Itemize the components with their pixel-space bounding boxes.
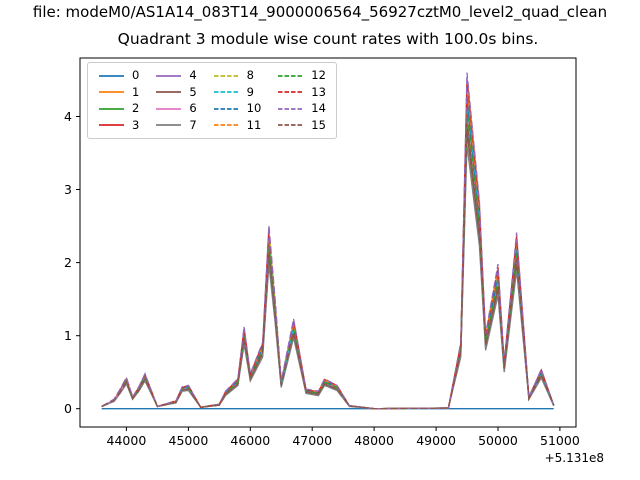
legend-line-sample <box>213 107 239 110</box>
legend-item-8: 8 <box>213 68 262 82</box>
legend-item-2: 2 <box>98 101 140 115</box>
legend-item-4: 4 <box>155 68 197 82</box>
x-tick-label: 49000 <box>416 433 456 448</box>
legend-item-3: 3 <box>98 117 140 132</box>
legend-label: 5 <box>189 84 197 99</box>
legend-label: 6 <box>189 101 197 115</box>
legend-line-sample <box>156 91 182 94</box>
legend-label: 10 <box>246 101 262 115</box>
y-tick-label: 2 <box>64 255 72 270</box>
series-line-6 <box>101 106 555 410</box>
series-line-7 <box>101 144 555 410</box>
x-axis-offset-label: +5.131e8 <box>544 451 604 465</box>
plot-border <box>79 57 577 428</box>
y-tick-label: 4 <box>64 109 72 124</box>
legend-label: 0 <box>132 68 140 82</box>
legend-item-13: 13 <box>277 84 326 99</box>
legend-line-sample <box>278 107 304 110</box>
y-tick-label: 0 <box>64 401 72 416</box>
legend-item-10: 10 <box>213 101 262 115</box>
x-tick-label: 48000 <box>354 433 394 448</box>
legend-item-7: 7 <box>155 117 197 132</box>
legend-line-sample <box>156 74 182 77</box>
legend-item-9: 9 <box>213 84 262 99</box>
legend-item-15: 15 <box>277 117 326 132</box>
legend: 0 1 2 3 4 5 6 7 8 9 10 11 12 13 14 15 <box>87 62 337 139</box>
y-tick-label: 1 <box>64 328 72 343</box>
series-line-9 <box>101 101 555 410</box>
legend-line-sample <box>278 74 304 77</box>
series-line-1 <box>101 116 555 410</box>
series-line-12 <box>101 109 555 410</box>
legend-label: 1 <box>132 84 140 99</box>
legend-item-11: 11 <box>213 117 262 132</box>
legend-line-sample <box>213 91 239 94</box>
legend-label: 2 <box>132 101 140 115</box>
legend-line-sample <box>99 74 124 77</box>
x-tick-label: 46000 <box>230 433 270 448</box>
series-line-15 <box>101 122 555 410</box>
legend-label: 7 <box>189 117 197 132</box>
legend-label: 9 <box>246 84 254 99</box>
legend-line-sample <box>99 91 124 94</box>
y-tick-label: 3 <box>64 182 72 197</box>
legend-item-5: 5 <box>155 84 197 99</box>
legend-item-1: 1 <box>98 84 140 99</box>
x-tick-label: 51000 <box>540 433 580 448</box>
legend-label: 3 <box>132 117 140 132</box>
legend-item-6: 6 <box>155 101 197 115</box>
legend-line-sample <box>278 91 304 94</box>
x-tick-label: 45000 <box>169 433 209 448</box>
legend-item-12: 12 <box>277 68 326 82</box>
legend-label: 4 <box>189 68 197 82</box>
legend-line-sample <box>156 107 182 110</box>
legend-line-sample <box>278 124 304 127</box>
legend-label: 14 <box>311 101 326 115</box>
series-line-2 <box>101 94 555 410</box>
series-line-10 <box>101 97 555 410</box>
legend-label: 15 <box>311 117 326 132</box>
series-line-14 <box>101 72 555 410</box>
legend-item-0: 0 <box>98 68 140 82</box>
legend-item-14: 14 <box>277 101 326 115</box>
series-line-5 <box>101 132 555 410</box>
x-tick-label: 47000 <box>292 433 332 448</box>
legend-line-sample <box>156 124 182 127</box>
legend-line-sample <box>99 124 124 127</box>
file-path-title: file: modeM0/AS1A14_083T14_9000006564_56… <box>32 3 608 21</box>
legend-line-sample <box>99 107 124 110</box>
legend-label: 13 <box>311 84 326 99</box>
legend-line-sample <box>213 74 239 77</box>
legend-label: 11 <box>246 117 262 132</box>
series-line-4 <box>101 125 555 410</box>
legend-label: 8 <box>246 68 254 82</box>
legend-label: 12 <box>311 68 326 82</box>
x-tick-label: 50000 <box>478 433 518 448</box>
x-tick-label: 44000 <box>107 433 147 448</box>
chart-title: Quadrant 3 module wise count rates with … <box>117 30 539 48</box>
legend-line-sample <box>213 124 239 127</box>
